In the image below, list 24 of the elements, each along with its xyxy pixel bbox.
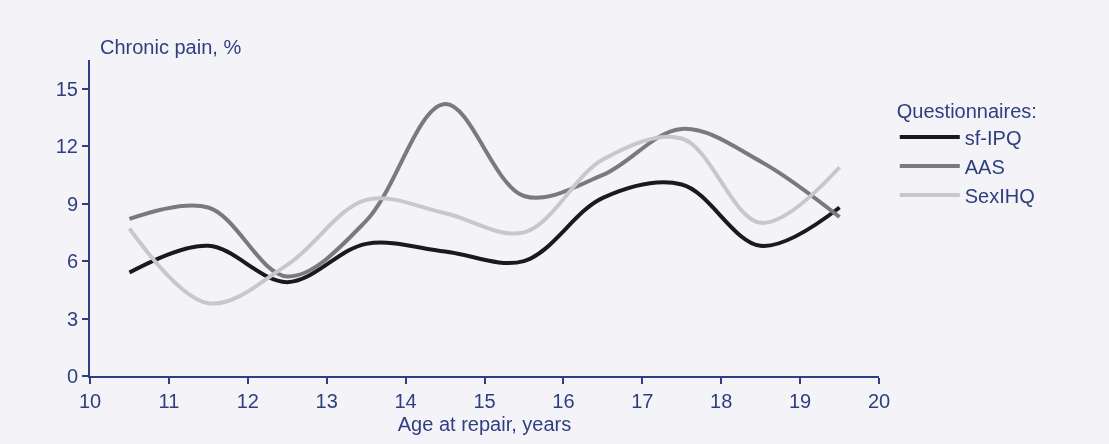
x-tick-label: 15 [473,390,496,412]
y-tick-label: 12 [55,135,78,158]
x-tick-label: 13 [315,390,338,412]
x-tick-label: 10 [78,390,102,412]
x-tick-label: 20 [867,390,891,412]
legend-label: SexIHQ [964,184,1035,207]
x-tick-label: 18 [710,390,733,412]
y-tick-label: 3 [66,307,78,330]
x-tick-label: 11 [158,390,180,412]
legend-label: AAS [964,155,1005,178]
legend-title: Questionnaires: [896,99,1037,122]
y-axis-title: Chronic pain, % [100,36,242,58]
y-tick-label: 9 [66,192,78,215]
x-tick-label: 14 [394,390,417,412]
x-axis-title: Age at repair, years [397,413,572,435]
x-tick-label: 17 [631,390,654,412]
x-tick-label: 19 [788,390,812,412]
legend-label: sf-IPQ [964,126,1022,149]
y-tick-label: 15 [55,77,78,100]
x-tick-label: 12 [236,390,259,412]
x-tick-label: 16 [552,390,575,412]
line-series [127,102,842,279]
y-tick-label: 6 [66,250,78,273]
y-tick-label: 0 [66,365,78,387]
